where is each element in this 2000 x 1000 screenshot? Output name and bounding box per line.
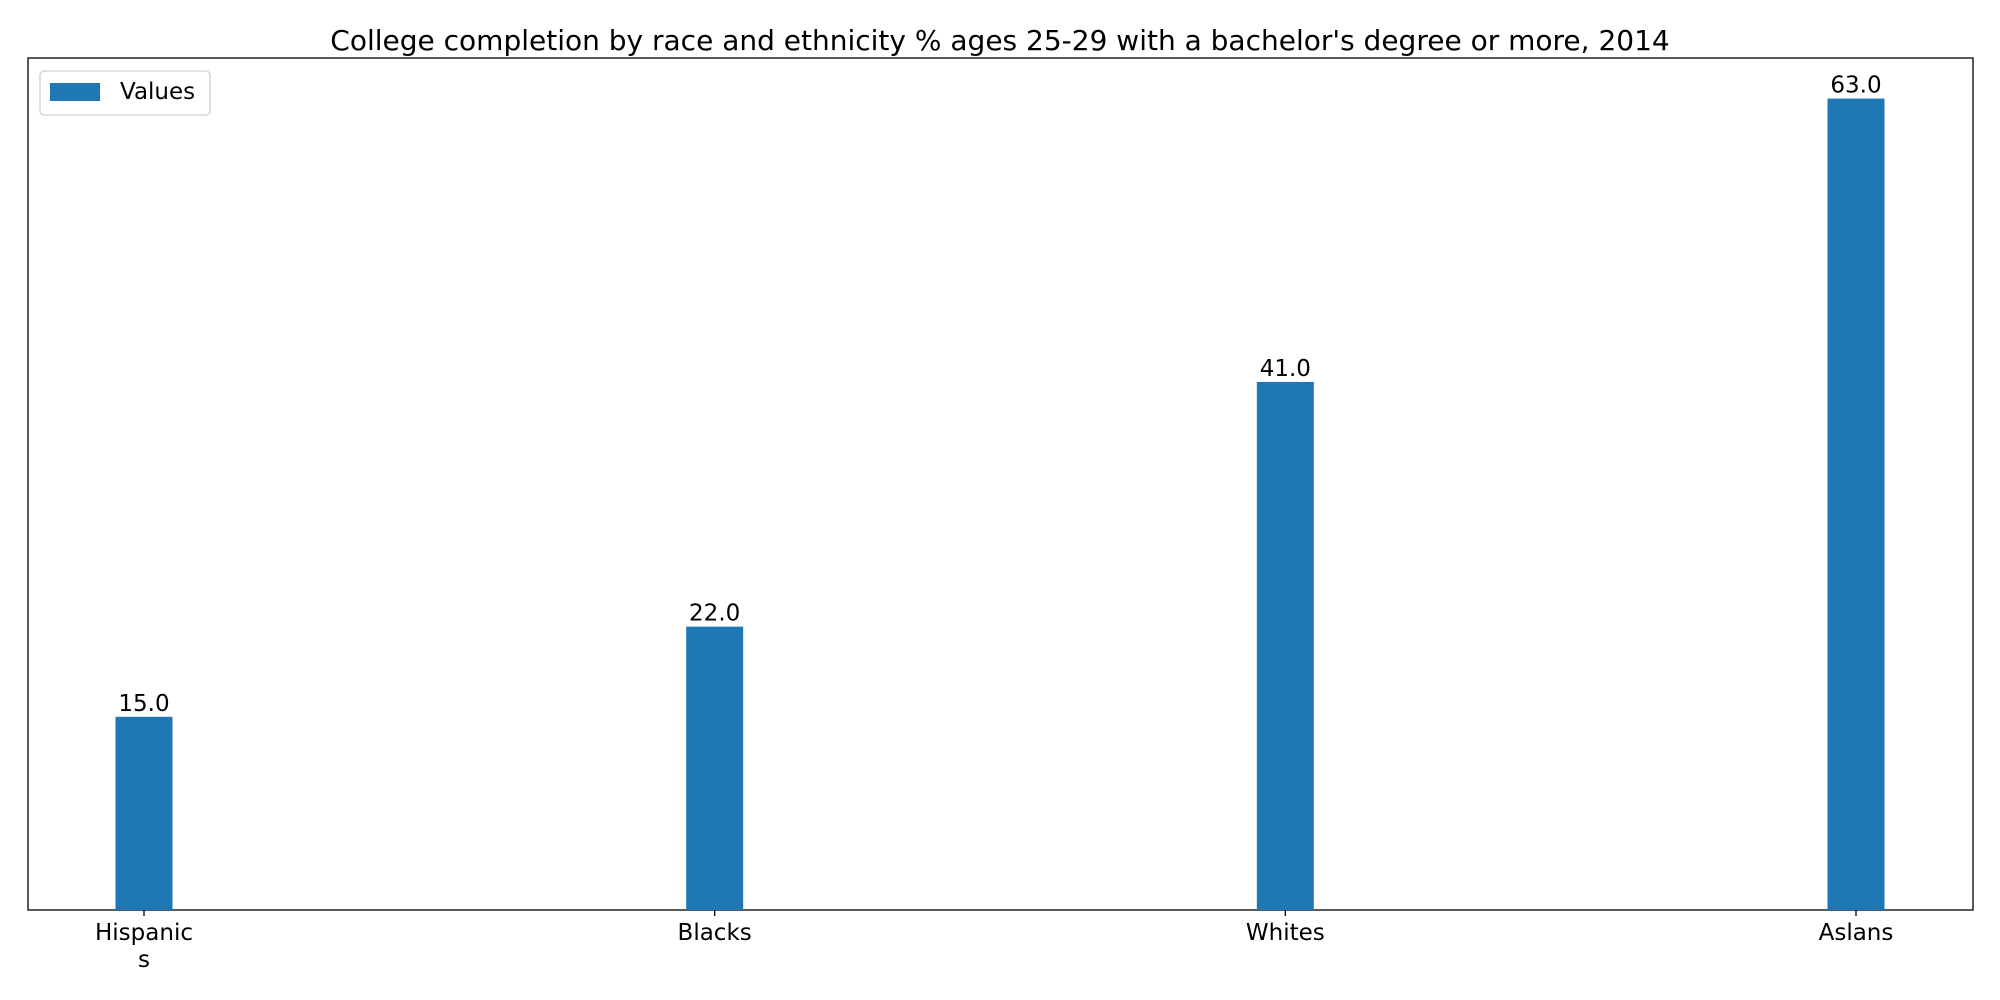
data-label-0: 15.0	[118, 691, 169, 717]
data-label-2: 41.0	[1260, 356, 1311, 382]
legend: Values	[39, 70, 211, 116]
x-axis-ticks: Hispanic s Blacks Whites Aslans	[95, 910, 1893, 973]
bar-3	[1827, 98, 1885, 910]
legend-swatch	[50, 83, 100, 101]
x-tick-label-3: Aslans	[1819, 920, 1894, 946]
chart-title: College completion by race and ethnicity…	[330, 24, 1669, 57]
x-tick-label-0: Hispanic s	[95, 920, 193, 973]
legend-box	[39, 70, 211, 116]
bar-0	[115, 716, 173, 910]
bars-layer	[115, 98, 1885, 910]
data-label-3: 63.0	[1830, 73, 1881, 99]
x-tick-label-1: Blacks	[678, 920, 752, 946]
x-tick-label-2: Whites	[1246, 920, 1325, 946]
legend-label: Values	[120, 79, 195, 105]
data-labels-layer: 15.0 22.0 41.0 63.0	[118, 73, 1881, 717]
bar-2	[1256, 381, 1314, 910]
data-label-1: 22.0	[689, 601, 740, 627]
bar-1	[686, 626, 744, 910]
plot-area-frame	[27, 57, 1974, 911]
